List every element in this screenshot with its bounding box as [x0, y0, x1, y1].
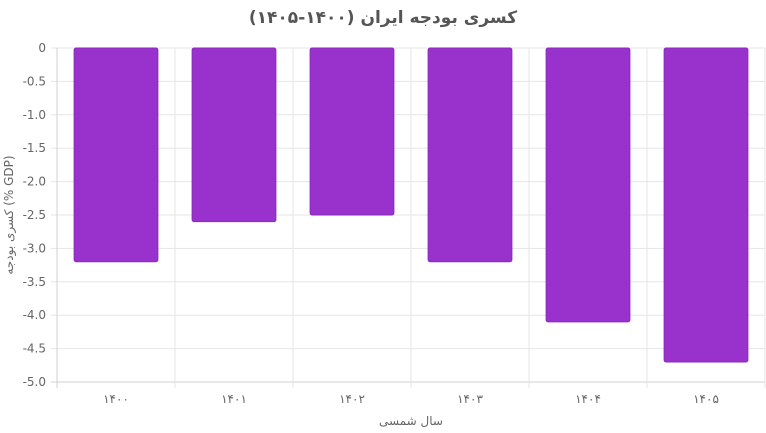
bar-5	[545, 47, 631, 323]
y-tick-label: -5.0	[23, 375, 46, 389]
y-tick-label: -2.0	[23, 175, 46, 189]
y-axis-ticks: 0 -0.5 -1.0 -1.5 -2.0 -2.5 -3.0 -3.5 -4.0 -4.5 -5.…	[23, 41, 46, 389]
chart-title: کسری بودجه ایران (۱۴۰۰-۱۴۰۵)	[249, 8, 517, 28]
bar-1	[73, 47, 159, 263]
x-tick-label: ۱۴۰۱	[221, 392, 247, 406]
y-tick-label: -1.5	[23, 141, 46, 155]
y-tick-label: 0	[38, 41, 46, 55]
y-tick-label: -3.5	[23, 275, 46, 289]
y-tick-label: -0.5	[23, 74, 46, 88]
x-axis-label: سال شمسی	[379, 414, 443, 428]
bar-3	[309, 47, 395, 216]
x-tick-label: ۱۴۰۲	[339, 392, 365, 406]
grid-layer	[51, 47, 766, 388]
y-tick-label: -4.0	[23, 308, 46, 322]
x-tick-label: ۱۴۰۴	[575, 392, 601, 406]
y-tick-label: -3.0	[23, 241, 46, 255]
bars-layer	[73, 47, 749, 363]
bar-4	[427, 47, 513, 263]
bar-2	[191, 47, 277, 223]
x-tick-label: ۱۴۰۰	[103, 392, 129, 406]
bar-6	[663, 47, 749, 363]
y-axis-label: کسری بودجه (% GDP)	[2, 155, 17, 274]
x-axis-ticks: ۱۴۰۰ ۱۴۰۱ ۱۴۰۲ ۱۴۰۳ ۱۴۰۴ ۱۴۰۵	[103, 392, 719, 406]
y-tick-label: -4.5	[23, 342, 46, 356]
y-tick-label: -2.5	[23, 208, 46, 222]
y-tick-label: -1.0	[23, 108, 46, 122]
x-tick-label: ۱۴۰۵	[693, 392, 719, 406]
x-tick-label: ۱۴۰۳	[457, 392, 483, 406]
